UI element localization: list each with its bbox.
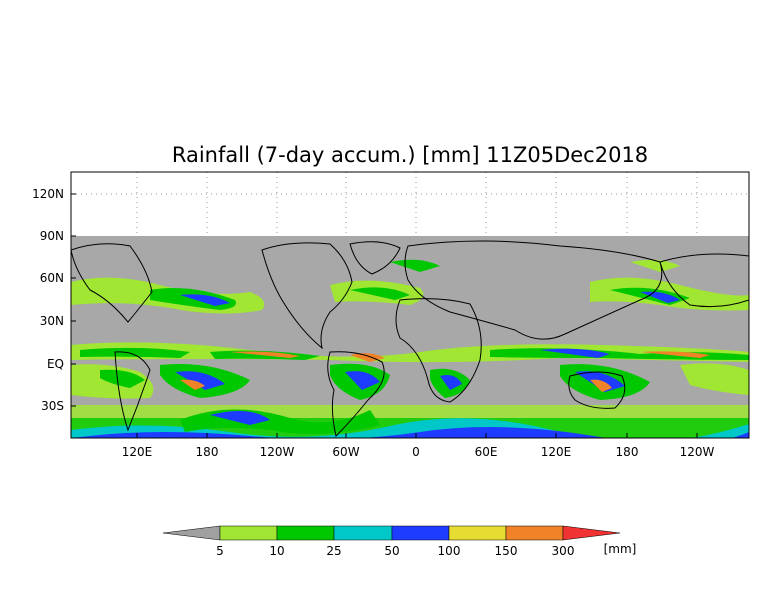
outline-australia — [568, 371, 626, 409]
legend-threshold: 5 — [216, 544, 224, 558]
northern-storm-tracks — [71, 259, 749, 314]
legend-threshold: 100 — [438, 544, 461, 558]
color-legend: 5 10 25 50 100 150 300 [mm] — [162, 525, 637, 558]
outline-africa — [395, 298, 482, 403]
legend-swatch — [505, 525, 564, 541]
continent-outlines — [71, 240, 749, 437]
lat-label: 30S — [41, 399, 64, 413]
lon-label: 60W — [332, 445, 359, 459]
lon-label: 180 — [196, 445, 219, 459]
legend-swatch — [391, 525, 450, 541]
outline-north-america — [261, 242, 353, 350]
lon-label: 60E — [475, 445, 498, 459]
lon-label: 120W — [680, 445, 715, 459]
tropical-rain-band — [71, 342, 749, 363]
lat-label: 60N — [40, 271, 64, 285]
map-title: Rainfall (7-day accum.) [mm] 11Z05Dec201… — [172, 143, 648, 167]
legend-swatch — [448, 525, 507, 541]
outline-west-south-america — [114, 351, 151, 432]
legend-threshold: 25 — [326, 544, 341, 558]
lon-label: 120E — [122, 445, 153, 459]
legend-threshold: 10 — [269, 544, 284, 558]
lat-label: 30N — [40, 314, 64, 328]
longitude-axis: 120E 180 120W 60W 0 60E 120E 180 120W — [122, 433, 715, 459]
outline-south-america — [327, 351, 385, 437]
greenland-ice — [352, 243, 398, 270]
latitude-axis: 120N 90N 60N 30N EQ 30S — [32, 187, 76, 413]
lon-label: 120W — [260, 445, 295, 459]
lat-label: 120N — [32, 187, 64, 201]
lat-label: EQ — [47, 357, 64, 371]
legend-unit: [mm] — [604, 542, 637, 556]
legend-swatch-above — [562, 525, 621, 541]
lon-label: 120E — [541, 445, 572, 459]
outline-west-north-america — [71, 243, 153, 323]
southern-rain-belt — [71, 405, 749, 438]
legend-threshold: 300 — [552, 544, 575, 558]
lon-label: 180 — [616, 445, 639, 459]
legend-threshold: 50 — [384, 544, 399, 558]
rainfall-field — [71, 236, 749, 438]
lon-label: 0 — [412, 445, 420, 459]
outline-greenland — [349, 241, 401, 275]
legend-swatch — [219, 525, 278, 541]
legend-swatch-below — [162, 525, 221, 541]
lat-label: 90N — [40, 229, 64, 243]
gridlines — [71, 172, 749, 236]
outline-east-asia — [659, 253, 749, 308]
legend-threshold: 150 — [495, 544, 518, 558]
legend-swatch — [333, 525, 393, 541]
legend-swatch — [276, 525, 335, 541]
